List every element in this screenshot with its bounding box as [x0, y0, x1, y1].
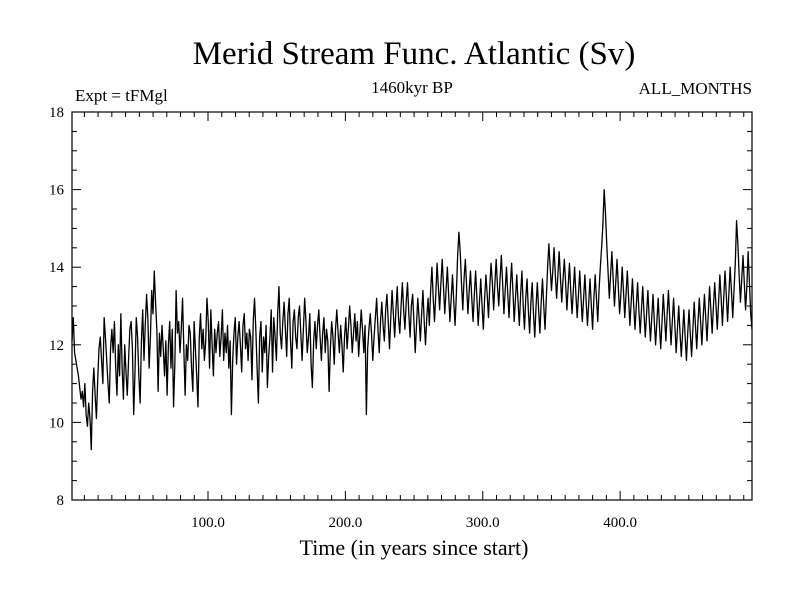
y-tick-label: 8 [57, 493, 65, 509]
x-tick-label: 400.0 [603, 515, 637, 531]
x-tick-label: 300.0 [466, 515, 500, 531]
x-tick-label: 200.0 [328, 515, 362, 531]
y-tick-label: 12 [49, 338, 64, 354]
x-axis: 100.0 200.0 300.0 400.0 [83, 112, 745, 531]
chart-subtitle-period: 1460kyr BP [371, 78, 453, 97]
chart-subtitle-months: ALL_MONTHS [639, 79, 752, 98]
y-tick-label: 16 [49, 183, 65, 199]
y-tick-label: 10 [49, 415, 64, 431]
x-tick-label: 100.0 [191, 515, 225, 531]
chart-subtitle-experiment: Expt = tFMgl [75, 86, 168, 105]
chart-title: Merid Stream Func. Atlantic (Sv) [193, 36, 636, 72]
y-tick-label: 18 [49, 105, 64, 121]
series-line [71, 188, 753, 451]
x-axis-title: Time (in years since start) [300, 535, 529, 560]
y-tick-label: 14 [49, 260, 65, 276]
